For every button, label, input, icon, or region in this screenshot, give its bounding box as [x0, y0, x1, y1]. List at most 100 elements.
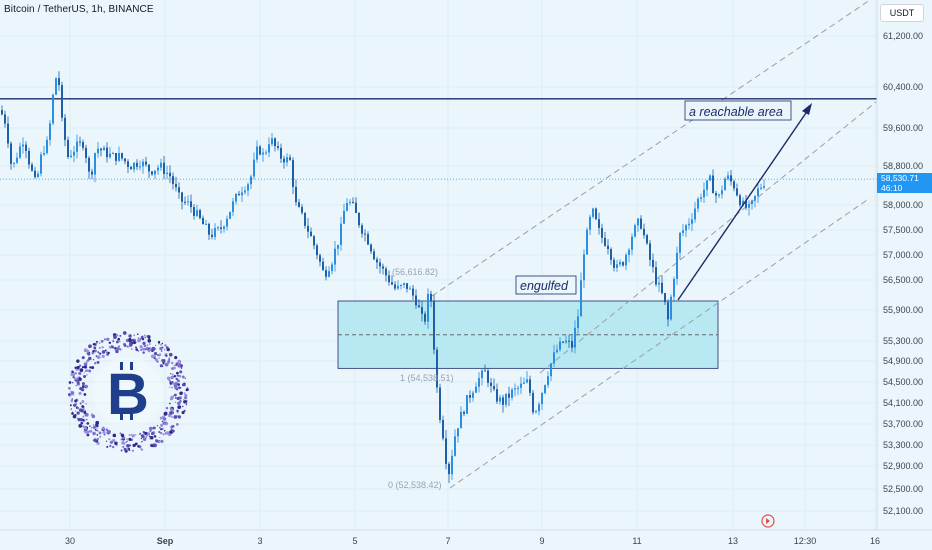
y-tick-label: 53,700.00 [883, 419, 923, 429]
logo-dot [183, 409, 186, 413]
channel-line [431, 0, 871, 297]
candle-body [484, 370, 486, 372]
logo-dot [92, 424, 95, 426]
candle-body [310, 231, 312, 237]
candle-body [508, 393, 510, 398]
candle-body [49, 123, 51, 140]
candle-body [718, 194, 720, 196]
candle-body [490, 382, 492, 387]
logo-dot [129, 449, 131, 452]
candle-body [496, 389, 498, 402]
candle-body [367, 234, 369, 245]
candle-body [205, 223, 207, 225]
candle-body [244, 190, 246, 193]
y-tick-label: 57,000.00 [883, 250, 923, 260]
annotations: engulfed a reachable area [515, 100, 792, 295]
logo-dot [93, 438, 97, 443]
logo-dot [130, 348, 133, 350]
candle-body [745, 200, 747, 208]
candle-body [637, 218, 639, 226]
logo-dot [106, 429, 108, 432]
candle-body [283, 158, 285, 163]
logo-dot [78, 371, 82, 376]
bar-countdown: 46:10 [881, 183, 903, 193]
candle-body [181, 192, 183, 202]
logo-dot [159, 364, 163, 368]
logo-dot [76, 360, 78, 362]
logo-dot [68, 386, 71, 390]
logo-dot [85, 418, 88, 421]
candle-body [376, 259, 378, 263]
candle-body [577, 316, 579, 328]
candle-body [118, 153, 120, 161]
candle-body [721, 190, 723, 195]
logo-dot [164, 421, 167, 425]
candle-body [499, 397, 501, 402]
currency-button[interactable]: USDT [880, 4, 924, 22]
logo-dot [85, 430, 90, 435]
logo-dot [158, 357, 160, 359]
logo-dot [91, 366, 95, 370]
logo-dot [101, 426, 105, 430]
logo-dot [106, 337, 110, 341]
candle-body [397, 285, 399, 289]
candle-body [343, 210, 345, 224]
candle-body [604, 237, 606, 246]
logo-dot [92, 439, 95, 441]
y-tick-label: 55,300.00 [883, 336, 923, 346]
logo-dot [183, 398, 185, 401]
x-tick-label: 7 [445, 536, 450, 546]
logo-dot [173, 364, 176, 367]
logo-dot [167, 360, 171, 363]
logo-dot [107, 351, 110, 355]
logo-dot [154, 358, 158, 362]
logo-dot [159, 347, 163, 351]
candle-body [274, 138, 276, 147]
logo-dot [128, 444, 131, 447]
logo-dot [88, 344, 92, 349]
candle-body [4, 114, 6, 124]
logo-dot [176, 396, 180, 401]
logo-dot [152, 426, 155, 430]
candle-body [451, 455, 453, 475]
logo-dot [83, 375, 87, 379]
logo-dot [133, 334, 136, 337]
logo-dot [75, 401, 78, 403]
logo-dot [75, 410, 77, 412]
logo-dot [176, 423, 179, 426]
candle-body [463, 411, 465, 414]
candle-body [199, 210, 201, 219]
logo-dot [160, 350, 163, 352]
logo-dot [147, 348, 150, 350]
candle-body [94, 153, 96, 175]
candle-body [331, 264, 333, 272]
x-tick-label: Sep [157, 536, 174, 546]
candle-body [349, 201, 351, 203]
logo-dot [177, 415, 181, 419]
logo-dot [174, 401, 177, 403]
candle-body [553, 352, 555, 364]
logo-dot [80, 421, 83, 425]
logo-dot [184, 393, 188, 398]
logo-dot [154, 348, 157, 350]
logo-dot [76, 417, 78, 419]
logo-dot [158, 430, 161, 434]
candle-body [466, 395, 468, 414]
logo-dot [173, 415, 178, 419]
candle-body [82, 142, 84, 148]
candle-body [46, 139, 48, 153]
x-tick-label: 5 [352, 536, 357, 546]
logo-dot [179, 391, 183, 396]
y-tick-label: 59,600.00 [883, 123, 923, 133]
logo-dot [83, 365, 88, 369]
candle-body [43, 152, 45, 155]
logo-dot [161, 359, 166, 363]
logo-dot [79, 402, 82, 405]
logo-dot [120, 433, 125, 438]
candle-body [478, 378, 480, 387]
logo-dot [126, 448, 129, 451]
fib-labels: (56,616.82) 1 (54,538.51) 0 (52,538.42) [388, 267, 454, 490]
logo-dot [185, 388, 189, 392]
